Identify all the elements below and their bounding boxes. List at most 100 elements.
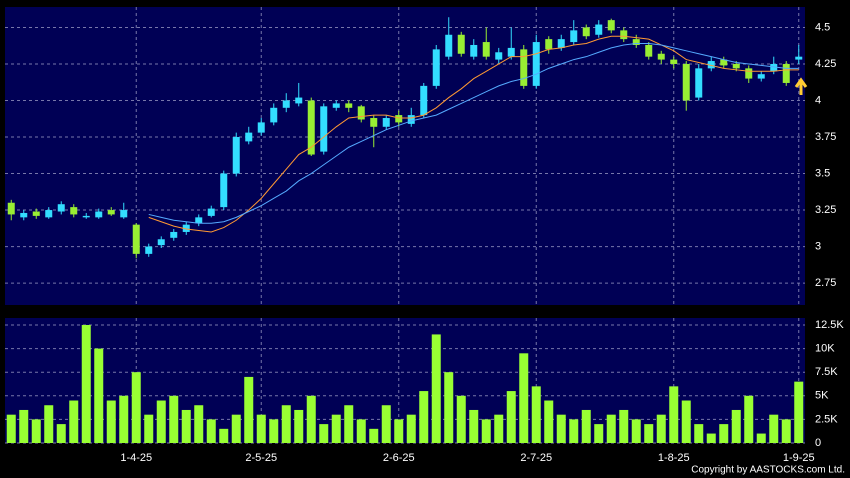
candle-body [307, 100, 315, 155]
volume-bar [319, 424, 329, 443]
volume-bar [544, 400, 554, 443]
volume-bar [694, 424, 704, 443]
candle-body [357, 106, 365, 120]
candle-body [345, 103, 353, 108]
volume-bar [656, 414, 666, 443]
volume-bar [756, 433, 766, 443]
volume-bar [106, 400, 116, 443]
volume-bar [644, 424, 654, 443]
y-tick-label: 4 [815, 94, 821, 106]
y-tick-label: 4.25 [815, 58, 836, 70]
y-tick-label: 2.75 [815, 277, 836, 289]
candle-body [182, 224, 190, 232]
volume-bar [369, 428, 379, 443]
volume-bar [769, 414, 779, 443]
volume-bar [569, 419, 579, 443]
volume-bar [131, 372, 141, 443]
candle-body [420, 85, 428, 116]
marks: 2.75 3 3.25 3.5 3.75 4 4.25 4.5 0 2.5K 5K 7.5K 10K 12… [5, 7, 844, 464]
volume-bar [581, 409, 591, 443]
candle-body [682, 63, 690, 101]
candle-body [645, 44, 653, 57]
candle-body [470, 44, 478, 57]
copyright: Copyright by AASTOCKS.com Ltd. [691, 465, 845, 476]
candle-body [382, 118, 390, 127]
candle-body [32, 211, 40, 216]
y-tick-label: 4.5 [815, 21, 830, 33]
volume-bar [219, 428, 229, 443]
y-tick-label: 3.5 [815, 167, 830, 179]
candle-body [582, 27, 590, 37]
candle-body [220, 173, 228, 208]
candle-body [157, 239, 165, 246]
candle-body [745, 68, 753, 79]
volume-bar [706, 433, 716, 443]
volume-bar [606, 414, 616, 443]
candle-body [545, 39, 553, 50]
x-tick-label: 2-5-25 [245, 452, 277, 464]
volume-bar [481, 419, 491, 443]
candle-body [20, 212, 28, 218]
volume-bar [719, 424, 729, 443]
volume-bar [669, 386, 679, 443]
volume-bar [94, 348, 104, 443]
candle-body [770, 63, 778, 72]
volume-tick-label: 2.5K [815, 413, 838, 425]
candle-body [245, 132, 253, 142]
candle-body [95, 211, 103, 218]
candle-body [495, 52, 503, 60]
candle-body [170, 231, 178, 238]
candle-body [445, 34, 453, 57]
volume-bar [294, 409, 304, 443]
candle-body [82, 215, 90, 218]
volume-bar [56, 424, 66, 443]
volume-bar [406, 414, 416, 443]
volume-bar [281, 405, 291, 443]
candle-body [70, 207, 78, 215]
candle-body [782, 63, 790, 83]
volume-bar [19, 409, 29, 443]
moving-average [148, 43, 799, 224]
volume-bar [594, 424, 604, 443]
candle-body [670, 59, 678, 64]
volume-bar [469, 409, 479, 443]
candle-body [570, 30, 578, 43]
candle-body [282, 100, 290, 108]
volume-tick-label: 7.5K [815, 366, 838, 378]
volume-tick-label: 0 [815, 437, 821, 449]
candle-body [332, 103, 340, 108]
candle-body [720, 59, 728, 66]
volume-bar [381, 405, 391, 443]
x-tick-label: 1-9-25 [783, 452, 815, 464]
candle-body [270, 107, 278, 123]
volume-bar [494, 414, 504, 443]
volume-bar [344, 405, 354, 443]
volume-tick-label: 10K [815, 342, 835, 354]
y-tick-label: 3 [815, 240, 821, 252]
volume-bar [69, 400, 79, 443]
volume-bar [506, 391, 516, 443]
candle-body [732, 63, 740, 69]
volume-bar [556, 414, 566, 443]
candle-body [370, 118, 378, 127]
volume-bar [794, 381, 804, 443]
volume-bar [31, 419, 41, 443]
candle-body [457, 34, 465, 54]
candle-body [45, 210, 53, 218]
volume-bar [144, 414, 154, 443]
candle-body [657, 53, 665, 60]
volume-tick-label: 5K [815, 390, 829, 402]
volume-bar [744, 395, 754, 443]
x-tick-label: 2-7-25 [520, 452, 552, 464]
volume-bar [731, 409, 741, 443]
x-tick-label: 1-8-25 [658, 452, 690, 464]
candle-body [57, 204, 65, 212]
candle-body [557, 39, 565, 48]
candle-body [207, 208, 215, 216]
volume-bar [619, 409, 629, 443]
candle-body [620, 30, 628, 40]
candle-body [507, 47, 515, 57]
latest-arrow [794, 77, 808, 95]
